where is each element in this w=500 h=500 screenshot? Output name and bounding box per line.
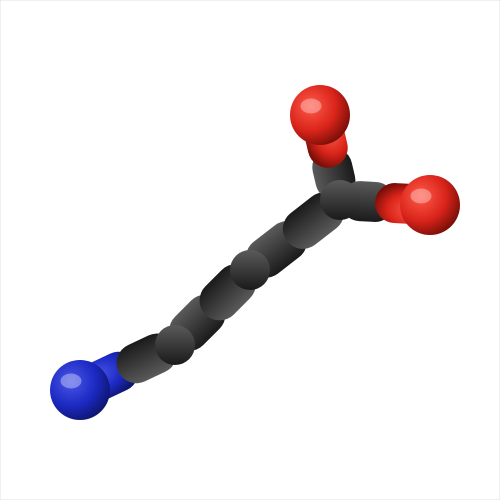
atom-highlight — [411, 189, 432, 204]
atom-o1 — [290, 85, 350, 145]
atom-n1 — [50, 360, 110, 420]
molecule-viewer — [0, 0, 500, 500]
joint-c2 — [230, 250, 270, 290]
atom-highlight — [61, 374, 82, 389]
joint-c1 — [155, 325, 195, 365]
atom-o2 — [400, 175, 460, 235]
molecule-canvas — [0, 0, 500, 500]
joint-c3 — [320, 180, 360, 220]
atom-highlight — [301, 99, 322, 114]
